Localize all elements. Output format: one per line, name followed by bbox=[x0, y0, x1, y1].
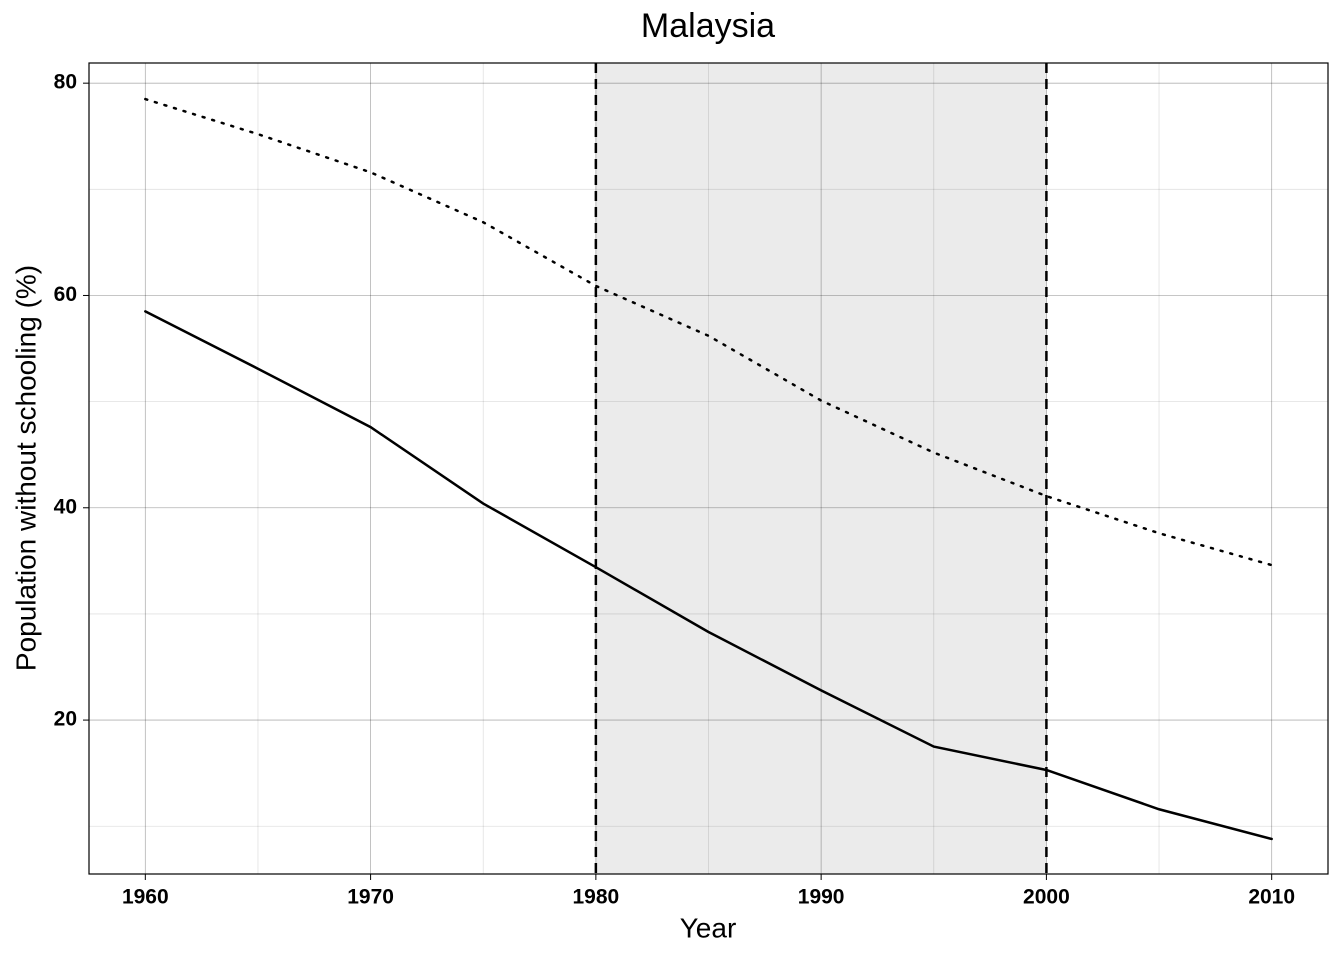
line-series bbox=[144, 97, 1273, 567]
y-tick-label: 80 bbox=[54, 71, 77, 94]
x-tick-label: 1970 bbox=[347, 886, 394, 909]
x-tick-label: 1980 bbox=[573, 886, 620, 909]
chart-title: Malaysia bbox=[641, 7, 775, 45]
plot-border bbox=[88, 62, 1329, 875]
x-tick-label: 2010 bbox=[1248, 886, 1295, 909]
x-tick-label: 2000 bbox=[1023, 886, 1070, 909]
x-tick-label: 1960 bbox=[122, 886, 169, 909]
line-series bbox=[144, 310, 1273, 841]
x-axis-label: Year bbox=[680, 912, 737, 943]
x-tick-label: 1990 bbox=[798, 886, 845, 909]
shaded-region bbox=[595, 63, 1047, 874]
y-tick-label: 40 bbox=[54, 495, 77, 518]
y-axis-label: Population without schooling (%) bbox=[10, 265, 41, 671]
y-tick-label: 20 bbox=[54, 708, 77, 731]
y-tick-label: 60 bbox=[54, 283, 77, 306]
